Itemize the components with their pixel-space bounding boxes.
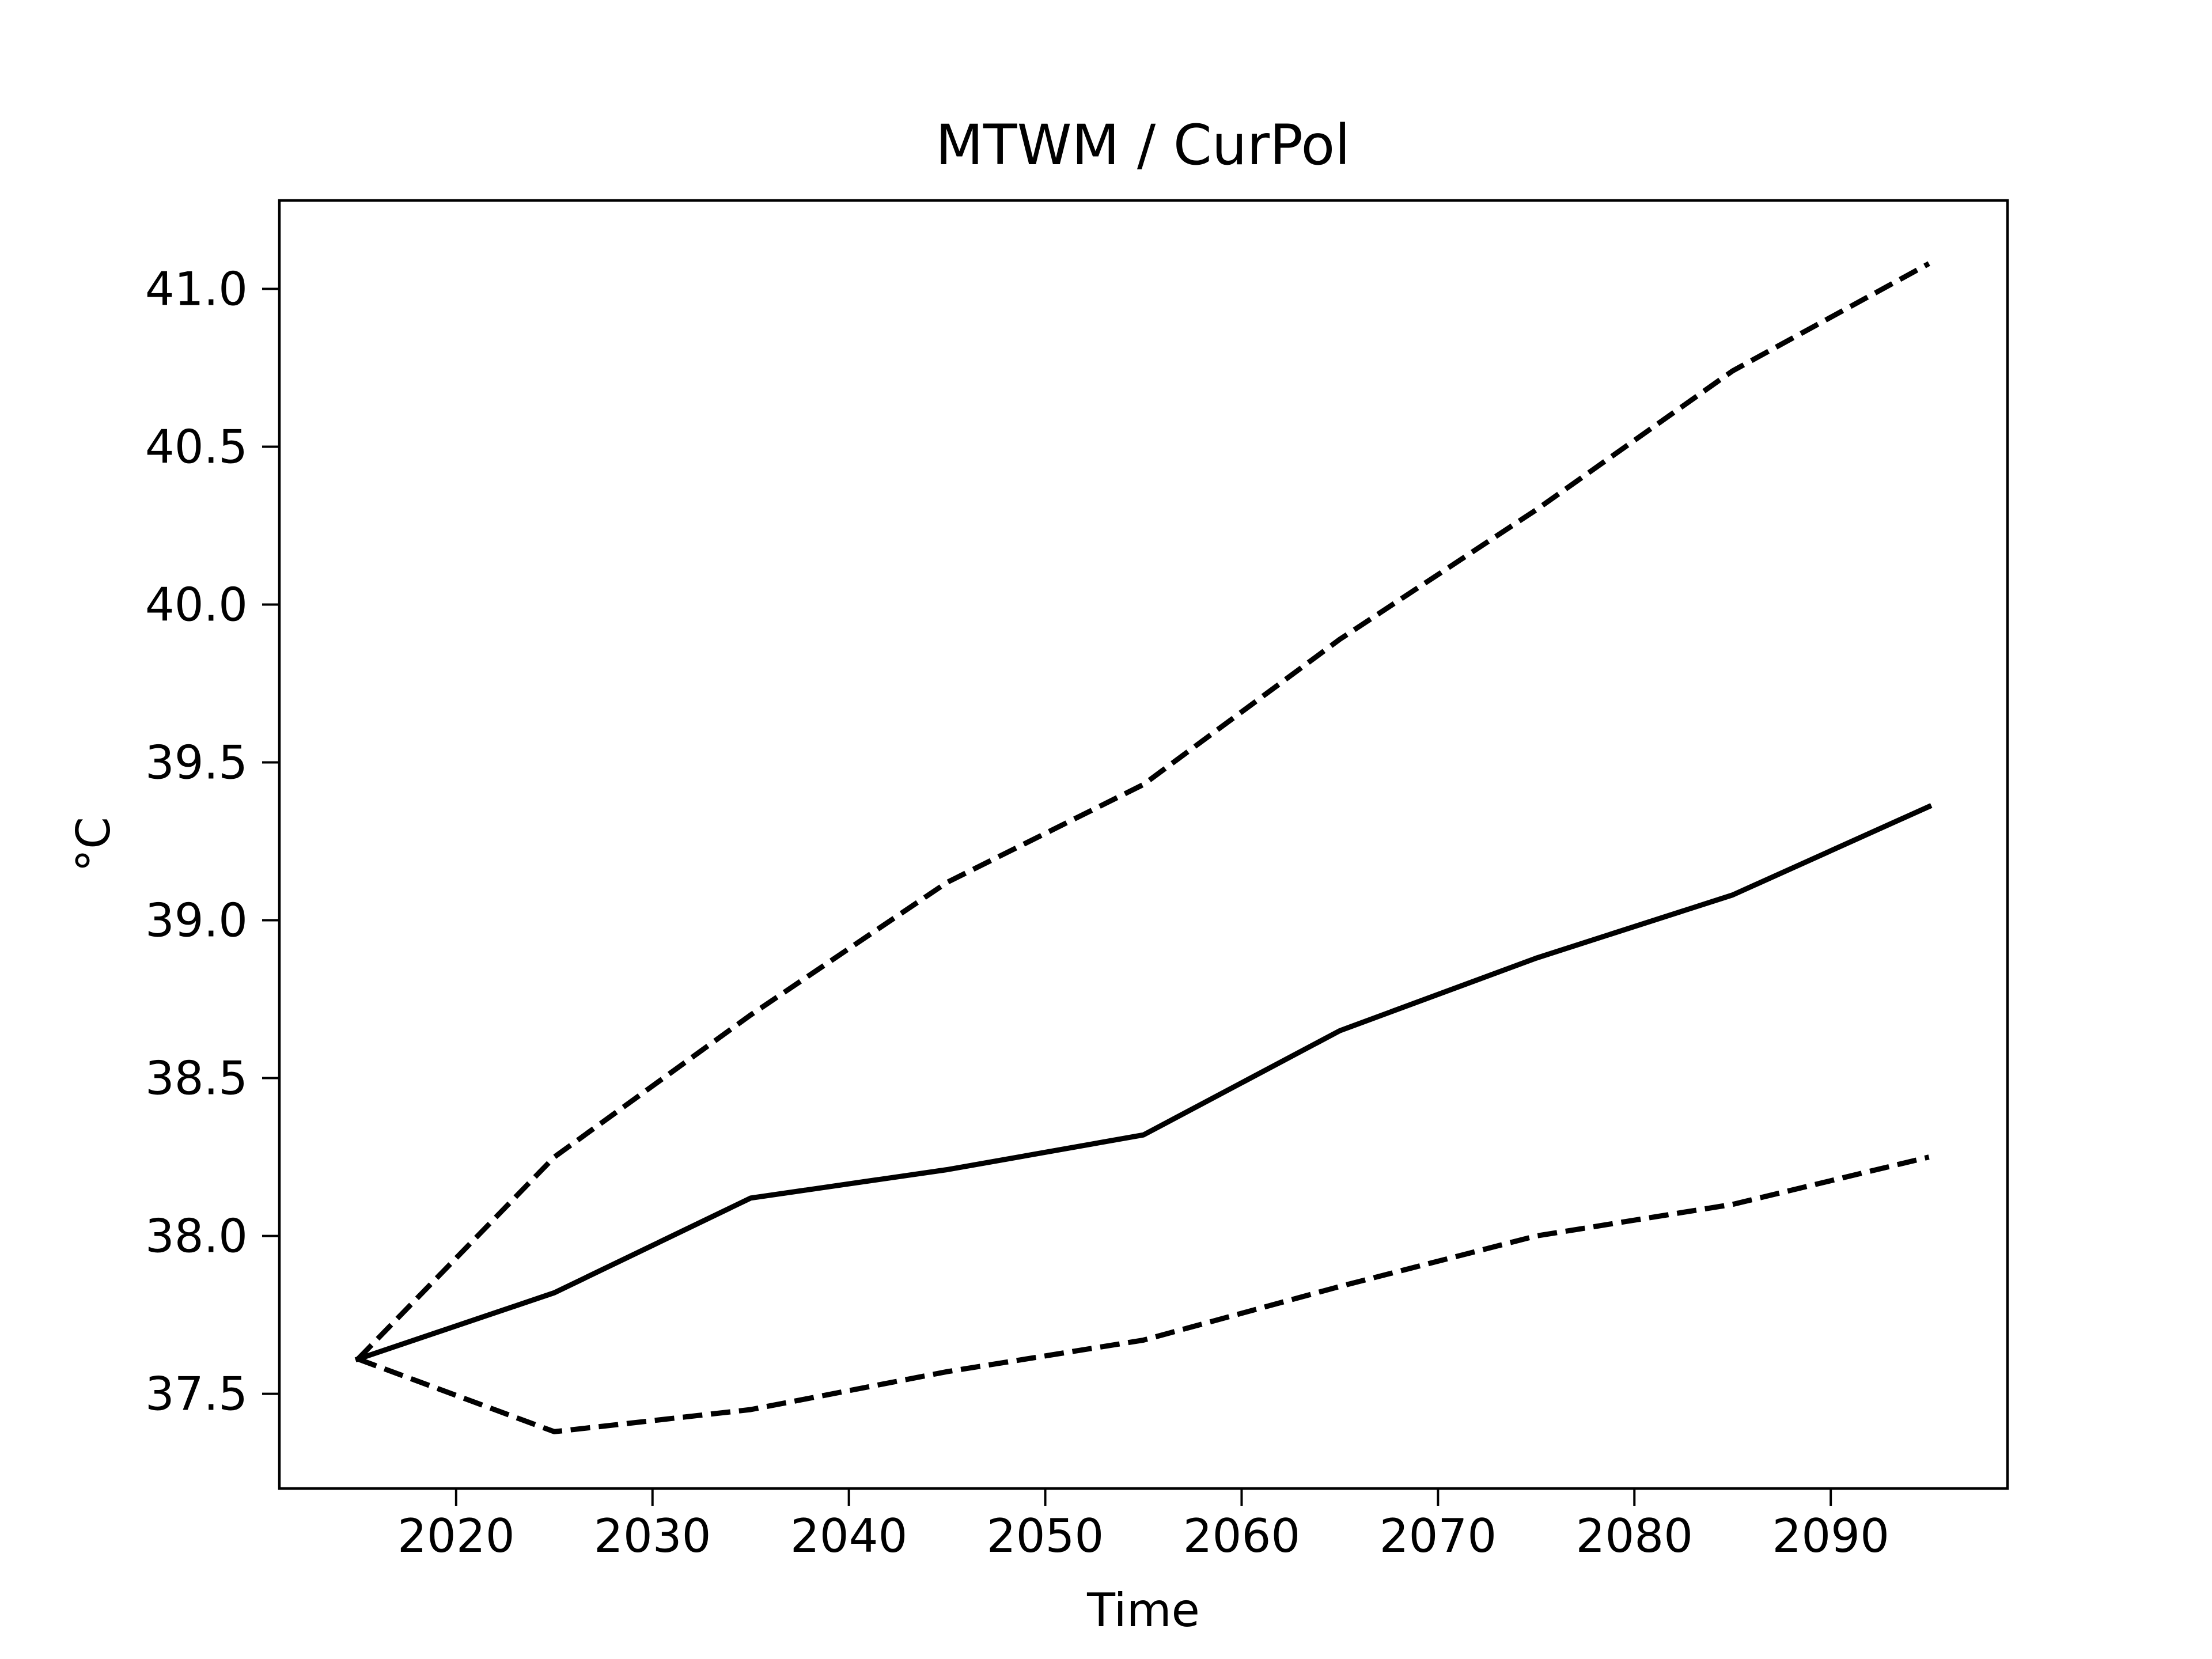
- dashed-series-line-0: [356, 261, 1930, 1361]
- y-tick-label: 38.0: [145, 1210, 248, 1263]
- y-tick-label: 38.5: [145, 1052, 248, 1105]
- x-tick-label: 2050: [987, 1509, 1104, 1563]
- x-tick-label: 2070: [1380, 1509, 1497, 1563]
- plot-frame: [278, 199, 2009, 1490]
- y-axis-label: °C: [67, 817, 120, 872]
- x-tick-label: 2080: [1575, 1509, 1693, 1563]
- x-tick-label: 2040: [790, 1509, 908, 1563]
- y-tick-label: 40.0: [145, 578, 248, 631]
- x-tick-label: 2030: [594, 1509, 711, 1563]
- y-tick-label: 39.5: [145, 736, 248, 790]
- series-layer: [354, 261, 1933, 1434]
- ticks-layer: 2020 2030 2040 2050 2060 2070 2080 2090 37.5 38.0…: [145, 262, 1889, 1563]
- x-tick-label: 2020: [397, 1509, 515, 1563]
- x-tick-label: 2090: [1772, 1509, 1889, 1563]
- x-axis-label: Time: [1086, 1584, 1200, 1637]
- chart-title: MTWM / CurPol: [935, 113, 1350, 177]
- x-tick-label: 2060: [1183, 1509, 1301, 1563]
- y-tick-label: 39.0: [145, 894, 248, 948]
- y-tick-label: 37.5: [145, 1368, 248, 1421]
- solid-series-line-1: [354, 803, 1933, 1363]
- y-tick-label: 40.5: [145, 420, 248, 474]
- dashed-series-line-2: [357, 1154, 1930, 1434]
- y-tick-label: 41.0: [145, 262, 248, 316]
